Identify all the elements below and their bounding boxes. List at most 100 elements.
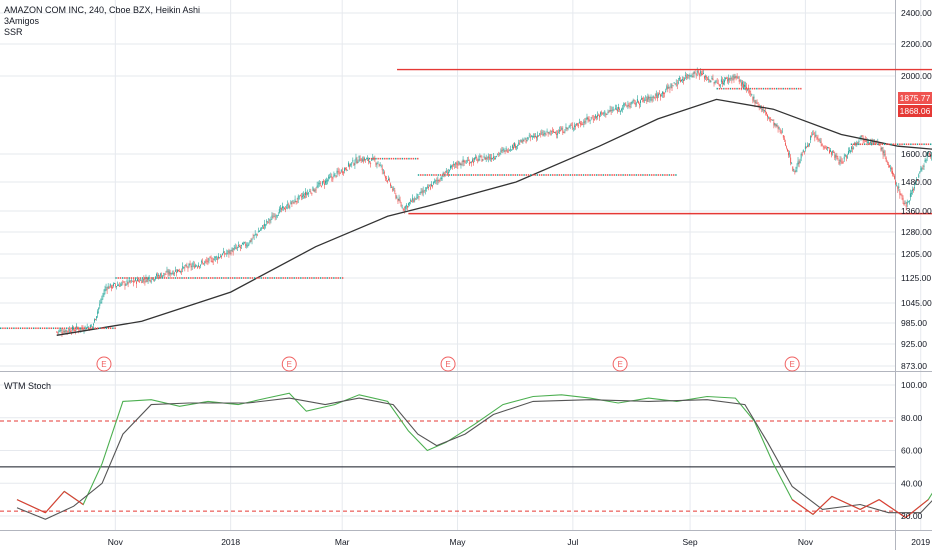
candle-body [637, 99, 638, 102]
candle-body [771, 120, 772, 121]
candle-body [276, 216, 277, 217]
ssr-dot [0, 327, 1, 329]
ssr-dot [886, 143, 887, 145]
candle-body [912, 189, 913, 191]
candle-body [684, 79, 685, 80]
candle-body [569, 127, 570, 128]
candle-body [723, 83, 724, 84]
candle-body [456, 163, 457, 164]
candle-body [683, 80, 684, 81]
candle-body [70, 331, 71, 332]
candle-body [98, 308, 99, 310]
candle-body [174, 273, 175, 274]
ssr-dot [331, 277, 332, 279]
ssr-dot [758, 88, 759, 90]
candle-body [914, 187, 915, 188]
ssr-dot [291, 277, 292, 279]
candle-body [240, 247, 241, 248]
candle-body [783, 135, 784, 137]
candle-body [534, 136, 535, 137]
candle-body [114, 283, 115, 284]
candle-body [527, 140, 528, 141]
ssr-dot [534, 174, 535, 176]
ssr-dot [662, 174, 663, 176]
ssr-dot [219, 277, 220, 279]
price-axis-label: 873.00 [901, 361, 927, 371]
candle-body [821, 142, 822, 144]
candle-body [766, 112, 767, 114]
ssr-dot [159, 277, 160, 279]
ssr-dot [335, 277, 336, 279]
ssr-dot [919, 143, 920, 145]
ssr-dot [453, 174, 454, 176]
ssr-dot [424, 174, 425, 176]
indicator-label-3amigos[interactable]: 3Amigos [4, 16, 200, 27]
candle-body [669, 89, 670, 90]
candle-body [304, 196, 305, 197]
candle-body [606, 114, 607, 115]
candle-body [471, 162, 472, 163]
candle-body [222, 254, 223, 255]
ssr-dot [287, 277, 288, 279]
candle-body [431, 184, 432, 186]
candle-body [493, 157, 494, 158]
candle-body [724, 80, 725, 82]
ssr-dot [734, 88, 735, 90]
candle-body [181, 271, 182, 272]
ssr-dot [97, 327, 98, 329]
candle-body [322, 181, 323, 184]
candle-body [824, 147, 825, 148]
ssr-dot [921, 143, 922, 145]
candle-body [172, 273, 173, 274]
candle-body [734, 77, 735, 79]
candle-body [504, 149, 505, 150]
candle-body [266, 221, 267, 222]
candle-body [140, 280, 141, 281]
candle-body [870, 142, 871, 143]
indicator-label-ssr[interactable]: SSR [4, 27, 200, 38]
candle-body [845, 155, 846, 156]
ssr-dot [497, 174, 498, 176]
candle-body [774, 123, 775, 125]
candle-body [578, 125, 579, 126]
candle-body [730, 78, 731, 79]
ssr-dot [57, 327, 58, 329]
ssr-dot [13, 327, 14, 329]
candle-body [298, 196, 299, 199]
time-axis-label: 2019 [911, 537, 930, 547]
ssr-dot [188, 277, 189, 279]
symbol-title[interactable]: AMAZON COM INC, 240, Cboe BZX, Heikin As… [4, 5, 200, 16]
stoch-title[interactable]: WTM Stoch [4, 381, 51, 392]
candle-body [514, 143, 515, 146]
candle-body [485, 158, 486, 160]
ssr-dot [29, 327, 30, 329]
ssr-dot [333, 277, 334, 279]
candle-body [393, 188, 394, 189]
ssr-dot [415, 158, 416, 160]
candle-body [685, 75, 686, 76]
ssr-dot [598, 174, 599, 176]
candle-body [645, 96, 646, 97]
candle-body [131, 280, 132, 281]
candle-body [280, 208, 281, 209]
ssr-dot [92, 327, 93, 329]
ssr-dot [873, 143, 874, 145]
ssr-dot [217, 277, 218, 279]
candle-body [731, 79, 732, 80]
candle-body [270, 219, 271, 220]
candle-body [147, 280, 148, 282]
candle-body [477, 159, 478, 161]
ssr-dot [798, 88, 799, 90]
stoch-axis-label: 100.00 [901, 380, 927, 390]
ssr-dot [490, 174, 491, 176]
candle-body [234, 248, 235, 250]
candle-body [105, 289, 106, 291]
ssr-dot [627, 174, 628, 176]
candle-body [757, 103, 758, 104]
candle-body [107, 289, 108, 290]
ssr-dot [486, 174, 487, 176]
candle-body [725, 78, 726, 79]
candle-body [688, 75, 689, 76]
candle-body [823, 146, 824, 147]
